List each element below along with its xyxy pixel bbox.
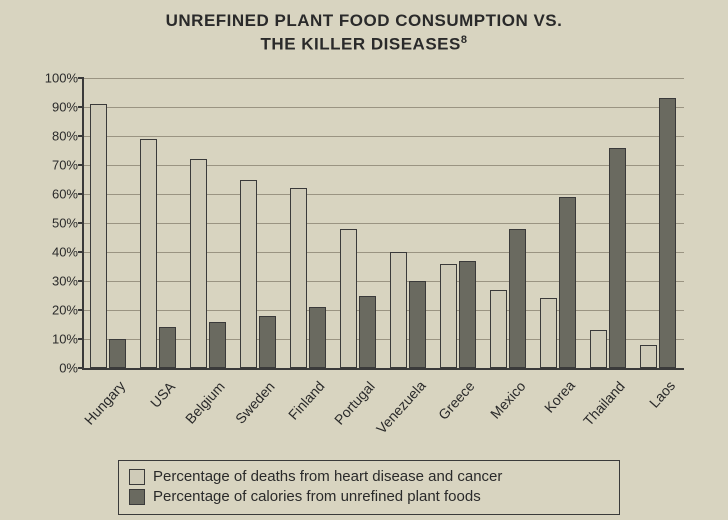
x-axis-label: Belgium [182, 378, 228, 426]
x-axis-label: Greece [435, 378, 478, 423]
y-axis-label: 100% [30, 71, 78, 86]
grid-line [84, 165, 684, 166]
bar-deaths [340, 229, 357, 368]
bar-deaths [440, 264, 457, 368]
x-axis-label: Thailand [580, 378, 628, 429]
x-axis-label: Korea [541, 378, 578, 416]
bar-calories [309, 307, 326, 368]
legend-label-deaths: Percentage of deaths from heart disease … [153, 467, 502, 487]
x-axis-label: Laos [646, 378, 678, 411]
x-axis-label: Portugal [331, 378, 378, 427]
legend-item-deaths: Percentage of deaths from heart disease … [129, 467, 609, 487]
x-axis-label: Sweden [232, 378, 278, 426]
bar-calories [209, 322, 226, 368]
legend-swatch-deaths [129, 469, 145, 485]
legend-item-calories: Percentage of calories from unrefined pl… [129, 487, 609, 507]
title-line1: UNREFINED PLANT FOOD CONSUMPTION VS. [166, 11, 563, 30]
grid-line [84, 252, 684, 253]
y-tick [78, 309, 84, 311]
bar-calories [359, 296, 376, 369]
bar-deaths [490, 290, 507, 368]
y-tick [78, 338, 84, 340]
y-tick [78, 251, 84, 253]
bar-calories [259, 316, 276, 368]
y-axis-label: 90% [30, 100, 78, 115]
y-tick [78, 222, 84, 224]
x-axis-label: Mexico [487, 378, 529, 422]
y-axis-label: 70% [30, 158, 78, 173]
y-tick [78, 77, 84, 79]
bar-calories [509, 229, 526, 368]
x-axis-label: Venezuela [373, 378, 429, 437]
plot-area: 0%10%20%30%40%50%60%70%80%90%100%Hungary… [82, 78, 684, 370]
y-axis-label: 20% [30, 303, 78, 318]
y-tick [78, 367, 84, 369]
bar-deaths [540, 298, 557, 368]
y-axis-label: 50% [30, 216, 78, 231]
bar-deaths [390, 252, 407, 368]
x-axis-label: Finland [285, 378, 328, 423]
grid-line [84, 107, 684, 108]
bar-calories [409, 281, 426, 368]
chart-title: UNREFINED PLANT FOOD CONSUMPTION VS. THE… [0, 0, 728, 57]
bar-deaths [140, 139, 157, 368]
bar-deaths [240, 180, 257, 369]
y-tick [78, 135, 84, 137]
bar-calories [559, 197, 576, 368]
bar-calories [609, 148, 626, 368]
grid-line [84, 281, 684, 282]
y-tick [78, 280, 84, 282]
y-tick [78, 164, 84, 166]
x-axis-label: Hungary [81, 378, 128, 428]
grid-line [84, 194, 684, 195]
bar-deaths [290, 188, 307, 368]
bar-deaths [190, 159, 207, 368]
bar-calories [459, 261, 476, 368]
title-footnote: 8 [461, 34, 468, 46]
y-axis-label: 0% [30, 361, 78, 376]
grid-line [84, 78, 684, 79]
bar-calories [659, 98, 676, 368]
title-line2: THE KILLER DISEASES [261, 35, 461, 54]
grid-line [84, 136, 684, 137]
y-tick [78, 106, 84, 108]
bar-deaths [640, 345, 657, 368]
y-axis-label: 10% [30, 332, 78, 347]
grid-line [84, 223, 684, 224]
y-axis-label: 40% [30, 245, 78, 260]
grid-line [84, 310, 684, 311]
bar-calories [109, 339, 126, 368]
y-axis-label: 80% [30, 129, 78, 144]
legend-label-calories: Percentage of calories from unrefined pl… [153, 487, 481, 507]
legend: Percentage of deaths from heart disease … [118, 460, 620, 515]
y-axis-label: 60% [30, 187, 78, 202]
x-axis-label: USA [147, 378, 178, 410]
y-axis-label: 30% [30, 274, 78, 289]
bar-calories [159, 327, 176, 368]
bar-deaths [90, 104, 107, 368]
bar-deaths [590, 330, 607, 368]
y-tick [78, 193, 84, 195]
legend-swatch-calories [129, 489, 145, 505]
